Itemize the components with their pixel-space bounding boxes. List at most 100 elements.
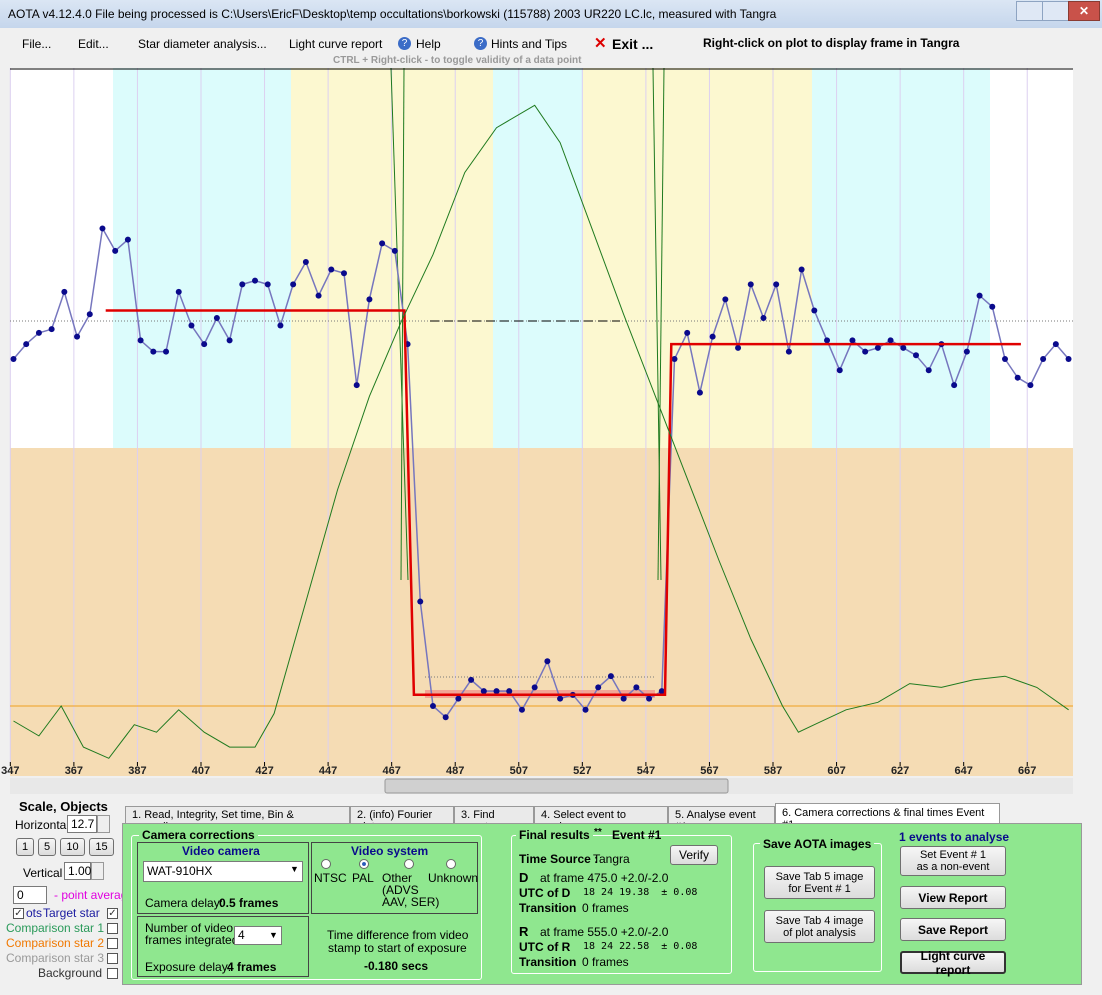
- frames-select[interactable]: 4: [234, 926, 282, 945]
- data-point: [480, 688, 487, 695]
- data-point: [150, 348, 157, 355]
- data-point: [379, 240, 386, 247]
- band: [493, 68, 583, 448]
- menu-help[interactable]: Help: [416, 37, 441, 51]
- comparison2-checkbox[interactable]: [107, 938, 118, 949]
- camera-group: [131, 835, 482, 980]
- vertical-input[interactable]: 1.00: [64, 862, 91, 880]
- button-text: of plot analysis: [783, 926, 856, 939]
- horizontal-input[interactable]: 12.7: [67, 815, 97, 833]
- data-point: [163, 348, 170, 355]
- x-tick-label: 487: [446, 765, 464, 777]
- tab[interactable]: 2. (info) Fourier plot: [350, 806, 454, 833]
- camera-select[interactable]: WAT-910HX: [143, 861, 303, 882]
- edge-curve: [400, 67, 405, 581]
- save-tab5-button[interactable]: Save Tab 5 image for Event # 1: [764, 866, 875, 899]
- data-point: [264, 281, 271, 288]
- spinner[interactable]: [97, 815, 110, 833]
- data-point: [595, 684, 602, 691]
- average-select[interactable]: 0: [13, 886, 47, 904]
- data-point: [213, 314, 220, 321]
- d-label: D: [519, 870, 529, 885]
- x-tick-label: 367: [65, 765, 83, 777]
- r-utc: 18 24 22.58 ± 0.08: [583, 941, 698, 952]
- data-point: [874, 344, 881, 351]
- scale-button[interactable]: 1: [16, 838, 34, 856]
- background-checkbox[interactable]: [107, 968, 118, 979]
- dropdown-arrow: ▼: [269, 930, 278, 940]
- results-event: Event #1: [612, 828, 662, 842]
- radio-unknown[interactable]: [446, 859, 456, 869]
- time-source-label: Time Source :: [519, 852, 599, 866]
- view-report-button[interactable]: View Report: [900, 886, 1006, 909]
- data-point: [74, 333, 81, 340]
- model-line: [105, 309, 1021, 697]
- time-diff-label: stamp to start of exposure: [328, 941, 467, 955]
- data-point: [277, 322, 284, 329]
- data-point: [226, 337, 233, 344]
- data-point: [112, 247, 119, 254]
- radio-pal[interactable]: [359, 859, 369, 869]
- frames-group: [137, 916, 309, 977]
- x-tick-label: 507: [510, 765, 528, 777]
- scale-button[interactable]: 5: [38, 838, 56, 856]
- tab[interactable]: 3. Find events: [454, 806, 534, 833]
- other-label: Other: [382, 871, 413, 885]
- button-text: Save Tab 5 image: [775, 870, 864, 883]
- data-point: [760, 314, 767, 321]
- save-report-button[interactable]: Save Report: [900, 918, 1006, 941]
- data-point: [798, 266, 805, 273]
- menu-exit[interactable]: Exit ...: [612, 36, 654, 52]
- verify-button[interactable]: Verify: [670, 845, 718, 865]
- tab-active[interactable]: 6. Camera corrections & final times Even…: [775, 803, 1000, 831]
- scale-button[interactable]: 10: [60, 838, 85, 856]
- other-label: (ADVS: [382, 883, 419, 897]
- r-utc-label: UTC of R: [519, 940, 571, 954]
- data-point: [963, 348, 970, 355]
- spinner[interactable]: [91, 862, 104, 880]
- tab[interactable]: 1. Read, Integrity, Set time, Bin & norm…: [125, 806, 350, 833]
- menu-hints[interactable]: Hints and Tips: [491, 37, 568, 51]
- tab[interactable]: 4. Select event to analyse: [534, 806, 668, 833]
- frames-label: frames integrated: [145, 933, 239, 947]
- scroll-thumb[interactable]: [384, 778, 729, 794]
- radio-other[interactable]: [404, 859, 414, 869]
- radio-ntsc[interactable]: [321, 859, 331, 869]
- tab[interactable]: 5. Analyse event #1: [668, 806, 775, 833]
- save-tab4-button[interactable]: Save Tab 4 image of plot analysis: [764, 910, 875, 943]
- data-point: [506, 688, 513, 695]
- data-point: [658, 688, 665, 695]
- comparison1-checkbox[interactable]: [107, 923, 118, 934]
- close-button[interactable]: ✕: [1068, 1, 1100, 21]
- light-curve-report-button[interactable]: Light curve report: [900, 949, 1006, 977]
- time-diff-label: Time difference from video: [327, 928, 469, 942]
- non-event-button[interactable]: Set Event # 1 as a non-event: [900, 846, 1006, 876]
- x-tick-label: 467: [382, 765, 400, 777]
- data-point: [48, 326, 55, 333]
- data-point: [747, 281, 754, 288]
- exposure-delay-label: Exposure delay:: [145, 960, 232, 974]
- data-point: [646, 695, 653, 702]
- data-point: [684, 329, 691, 336]
- camera-delay-label: Camera delay:: [145, 896, 224, 910]
- maximize-button[interactable]: [1042, 1, 1070, 21]
- menu-edit[interactable]: Edit...: [78, 37, 109, 51]
- comparison1-label: Comparison star 1: [6, 921, 105, 935]
- scale-button[interactable]: 15: [89, 838, 114, 856]
- menu-star-diameter[interactable]: Star diameter analysis...: [138, 37, 267, 51]
- comparison3-checkbox[interactable]: [107, 953, 118, 964]
- data-point: [531, 684, 538, 691]
- data-point: [10, 356, 17, 363]
- results-stars: **: [594, 827, 602, 838]
- x-tick-label: 407: [192, 765, 210, 777]
- plots-checkbox[interactable]: ✓: [13, 908, 24, 919]
- menu-light-curve-report[interactable]: Light curve report: [289, 37, 383, 51]
- light-curve-plot[interactable]: 347 367 387 407 427 447 467 487 507 527 547 567 587 6…: [0, 62, 1102, 795]
- menu-file[interactable]: File...: [22, 37, 52, 51]
- data-point: [976, 292, 983, 299]
- data-point: [442, 714, 449, 721]
- target-checkbox[interactable]: ✓: [107, 908, 118, 919]
- x-tick-label: 587: [764, 765, 782, 777]
- x-tick-label: 447: [319, 765, 337, 777]
- minimize-button[interactable]: [1016, 1, 1044, 21]
